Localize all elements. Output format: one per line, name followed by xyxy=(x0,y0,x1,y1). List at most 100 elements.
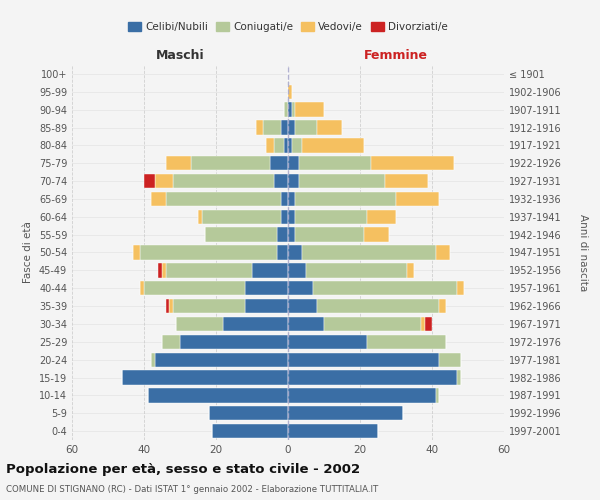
Bar xyxy=(162,263,166,278)
Text: Popolazione per età, sesso e stato civile - 2002: Popolazione per età, sesso e stato civil… xyxy=(6,462,360,475)
Bar xyxy=(295,210,367,224)
Bar xyxy=(263,120,281,134)
Bar xyxy=(306,263,407,278)
Bar xyxy=(292,102,295,117)
Bar xyxy=(277,228,288,242)
Bar xyxy=(436,388,439,402)
Bar xyxy=(288,370,457,384)
Bar xyxy=(245,281,288,295)
Bar xyxy=(256,120,263,134)
Bar xyxy=(140,281,144,295)
Bar xyxy=(288,210,295,224)
Bar xyxy=(176,317,223,331)
Bar xyxy=(288,138,292,152)
Legend: Celibi/Nubili, Coniugati/e, Vedovi/e, Divorziati/e: Celibi/Nubili, Coniugati/e, Vedovi/e, Di… xyxy=(124,18,452,36)
Bar xyxy=(288,334,367,349)
Bar xyxy=(385,174,428,188)
Bar xyxy=(436,246,450,260)
Bar xyxy=(457,370,461,384)
Bar xyxy=(396,192,439,206)
Bar xyxy=(457,281,464,295)
Bar xyxy=(288,120,295,134)
Bar xyxy=(407,263,414,278)
Bar xyxy=(288,263,306,278)
Bar xyxy=(299,156,371,170)
Bar xyxy=(274,174,288,188)
Bar xyxy=(281,192,288,206)
Bar xyxy=(223,317,288,331)
Bar xyxy=(367,210,396,224)
Bar xyxy=(288,156,299,170)
Bar xyxy=(439,352,461,367)
Bar xyxy=(281,210,288,224)
Y-axis label: Fasce di età: Fasce di età xyxy=(23,222,33,284)
Bar xyxy=(317,120,342,134)
Bar xyxy=(173,299,245,313)
Bar xyxy=(180,334,288,349)
Bar xyxy=(288,388,436,402)
Bar xyxy=(439,299,446,313)
Bar xyxy=(425,317,432,331)
Bar xyxy=(288,317,324,331)
Bar xyxy=(158,263,162,278)
Bar xyxy=(162,334,180,349)
Bar xyxy=(155,174,173,188)
Bar xyxy=(122,370,288,384)
Bar xyxy=(288,84,292,99)
Bar xyxy=(205,228,277,242)
Bar xyxy=(133,246,140,260)
Bar xyxy=(288,174,299,188)
Bar xyxy=(274,138,284,152)
Bar xyxy=(151,352,155,367)
Bar xyxy=(166,299,169,313)
Bar xyxy=(245,299,288,313)
Bar xyxy=(302,246,436,260)
Bar xyxy=(191,156,270,170)
Bar xyxy=(288,299,317,313)
Bar xyxy=(277,246,288,260)
Bar xyxy=(169,299,173,313)
Bar xyxy=(209,406,288,420)
Bar xyxy=(140,246,277,260)
Bar xyxy=(288,228,295,242)
Bar xyxy=(166,156,191,170)
Bar xyxy=(371,156,454,170)
Text: Maschi: Maschi xyxy=(155,50,205,62)
Bar xyxy=(288,102,292,117)
Bar xyxy=(295,228,364,242)
Bar xyxy=(367,334,446,349)
Text: COMUNE DI STIGNANO (RC) - Dati ISTAT 1° gennaio 2002 - Elaborazione TUTTITALIA.I: COMUNE DI STIGNANO (RC) - Dati ISTAT 1° … xyxy=(6,485,378,494)
Bar xyxy=(288,406,403,420)
Bar xyxy=(155,352,288,367)
Bar xyxy=(144,281,245,295)
Bar xyxy=(288,424,378,438)
Bar xyxy=(421,317,425,331)
Bar xyxy=(144,174,155,188)
Bar xyxy=(364,228,389,242)
Bar xyxy=(148,388,288,402)
Bar xyxy=(292,138,302,152)
Bar xyxy=(299,174,385,188)
Bar xyxy=(173,174,274,188)
Bar xyxy=(212,424,288,438)
Bar xyxy=(295,120,317,134)
Bar xyxy=(166,192,281,206)
Bar xyxy=(284,102,288,117)
Bar xyxy=(313,281,457,295)
Bar xyxy=(281,120,288,134)
Bar xyxy=(202,210,281,224)
Bar xyxy=(288,281,313,295)
Bar xyxy=(317,299,439,313)
Bar xyxy=(266,138,274,152)
Bar xyxy=(198,210,202,224)
Bar xyxy=(252,263,288,278)
Y-axis label: Anni di nascita: Anni di nascita xyxy=(578,214,589,291)
Bar xyxy=(295,102,324,117)
Bar xyxy=(270,156,288,170)
Text: Femmine: Femmine xyxy=(364,50,428,62)
Bar xyxy=(324,317,421,331)
Bar xyxy=(288,246,302,260)
Bar xyxy=(302,138,364,152)
Bar xyxy=(166,263,252,278)
Bar xyxy=(151,192,166,206)
